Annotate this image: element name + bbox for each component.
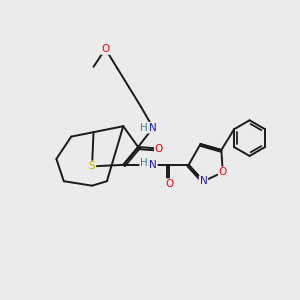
Text: O: O (155, 143, 163, 154)
Text: N: N (149, 123, 157, 133)
Text: H: H (140, 158, 148, 168)
Text: O: O (165, 179, 173, 189)
Text: H: H (140, 123, 148, 133)
Text: O: O (219, 167, 227, 177)
Text: N: N (149, 160, 157, 170)
Text: S: S (89, 161, 95, 171)
Text: O: O (101, 44, 110, 54)
Text: N: N (200, 176, 207, 186)
